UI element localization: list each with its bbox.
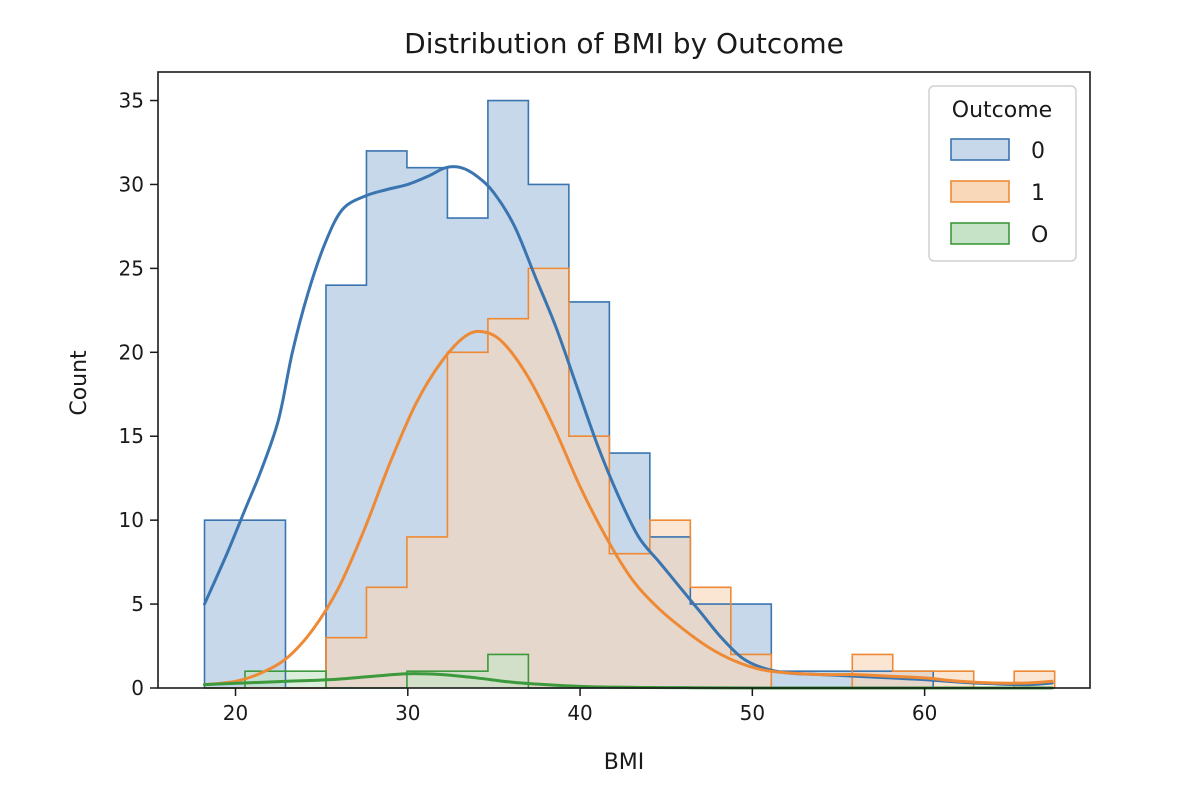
- x-axis-ticks: 20 30 40 50 60: [223, 688, 937, 725]
- y-tick-label: 25: [119, 256, 144, 280]
- y-tick-label: 20: [119, 340, 144, 364]
- x-tick-label: 50: [740, 701, 765, 725]
- series-0-step-line: [203, 99, 1055, 689]
- legend-swatch: [950, 138, 1010, 161]
- series-1-fill: [204, 268, 1055, 688]
- y-tick-label: 30: [119, 172, 144, 196]
- plot-area: [203, 99, 1056, 690]
- legend-title: Outcome: [952, 98, 1052, 123]
- legend: Outcome 0 1 O: [928, 85, 1077, 262]
- y-tick-label: 5: [131, 592, 144, 616]
- series-0-outline: [203, 99, 1055, 689]
- y-axis-label: Count: [67, 350, 92, 416]
- y-tick-label: 10: [119, 508, 144, 532]
- legend-label: 0: [1031, 139, 1045, 164]
- chart-title: Distribution of BMI by Outcome: [404, 27, 844, 60]
- legend-item-1: 1: [950, 180, 1045, 206]
- y-tick-label: 35: [119, 89, 144, 113]
- legend-box: [928, 85, 1077, 262]
- legend-label: 1: [1031, 181, 1045, 206]
- y-tick-label: 0: [131, 676, 144, 700]
- legend-swatch: [950, 180, 1010, 203]
- y-tick-label: 15: [119, 424, 144, 448]
- x-axis-label: BMI: [604, 750, 645, 775]
- legend-swatch: [950, 222, 1010, 245]
- series-2-fill: [204, 654, 1055, 688]
- series-1-histogram: [204, 268, 1055, 688]
- x-tick-label: 20: [223, 701, 248, 725]
- axes-frame: [157, 71, 1091, 689]
- series-1-kde-curve: [203, 329, 1054, 687]
- legend-item-2: O: [950, 222, 1048, 248]
- x-tick-label: 40: [567, 701, 592, 725]
- series-2-histogram: [204, 654, 1055, 688]
- legend-label: O: [1031, 223, 1048, 248]
- x-tick-label: 30: [395, 701, 420, 725]
- x-tick-label: 60: [912, 701, 937, 725]
- legend-item-0: 0: [950, 138, 1045, 164]
- y-axis-ticks: 0 5 10 15 20 25 30 35: [119, 89, 158, 700]
